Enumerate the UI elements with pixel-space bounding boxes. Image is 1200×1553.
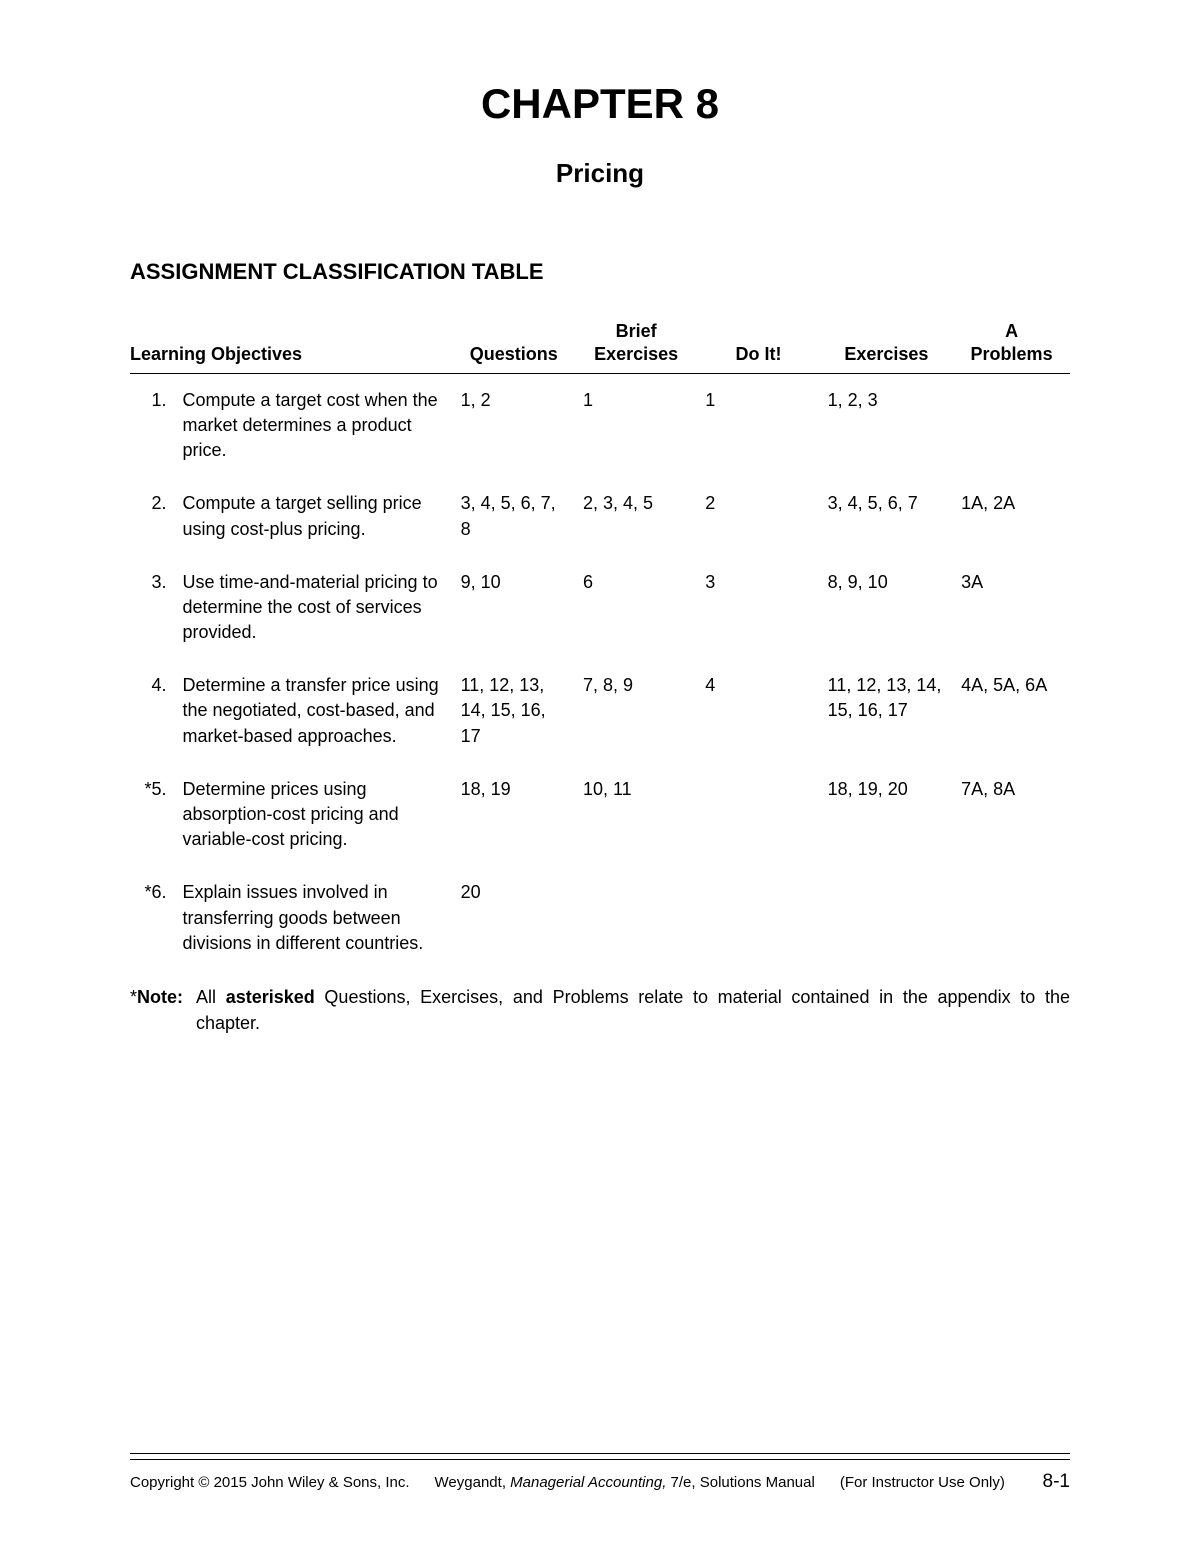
col-header-a-problems: A Problems (953, 320, 1070, 373)
footer-book-italic: Managerial Accounting, (510, 1474, 666, 1491)
cell-do-it: 4 (697, 659, 819, 763)
cell-exercises: 11, 12, 13, 14, 15, 16, 17 (820, 659, 953, 763)
col-header-exercises: Exercises (820, 320, 953, 373)
table-row: *6.Explain issues involved in transferri… (130, 866, 1070, 970)
footer-book-post: 7/e, Solutions Manual (666, 1474, 814, 1491)
footer-page-number: 8-1 (1043, 1471, 1070, 1493)
cell-do-it (697, 763, 819, 867)
cell-brief-exercises: 6 (575, 556, 697, 660)
row-number: *6. (130, 866, 174, 970)
footnote-label: *Note: (130, 984, 196, 1036)
table-header-row: Learning Objectives Questions Brief Exer… (130, 320, 1070, 373)
col-header-questions: Questions (453, 320, 575, 373)
cell-questions: 20 (453, 866, 575, 970)
row-objective: Compute a target cost when the market de… (174, 373, 452, 477)
row-number: 1. (130, 373, 174, 477)
col-header-brief-l1: Brief (616, 321, 657, 341)
table-row: 4.Determine a transfer price using the n… (130, 659, 1070, 763)
cell-a-problems (953, 373, 1070, 477)
col-header-brief-exercises: Brief Exercises (575, 320, 697, 373)
cell-questions: 3, 4, 5, 6, 7, 8 (453, 477, 575, 555)
cell-questions: 1, 2 (453, 373, 575, 477)
cell-do-it: 2 (697, 477, 819, 555)
classification-table: Learning Objectives Questions Brief Exer… (130, 320, 1070, 970)
cell-brief-exercises (575, 866, 697, 970)
footnote-label-bold: Note: (137, 987, 183, 1007)
row-number: 3. (130, 556, 174, 660)
footer-book-pre: Weygandt, (435, 1474, 511, 1491)
footer-rule-2 (130, 1459, 1070, 1460)
page-footer: Copyright © 2015 John Wiley & Sons, Inc.… (130, 1453, 1070, 1493)
footnote-pre: All (196, 987, 226, 1007)
cell-brief-exercises: 10, 11 (575, 763, 697, 867)
table-body: 1.Compute a target cost when the market … (130, 373, 1070, 970)
cell-exercises (820, 866, 953, 970)
cell-questions: 9, 10 (453, 556, 575, 660)
row-number: *5. (130, 763, 174, 867)
cell-exercises: 1, 2, 3 (820, 373, 953, 477)
footer-use: (For Instructor Use Only) (840, 1474, 1005, 1491)
row-number: 2. (130, 477, 174, 555)
cell-do-it: 1 (697, 373, 819, 477)
cell-brief-exercises: 2, 3, 4, 5 (575, 477, 697, 555)
row-number: 4. (130, 659, 174, 763)
cell-brief-exercises: 7, 8, 9 (575, 659, 697, 763)
cell-a-problems: 1A, 2A (953, 477, 1070, 555)
cell-do-it: 3 (697, 556, 819, 660)
col-header-learning-objectives: Learning Objectives (130, 320, 453, 373)
col-header-aproblems-l1: A (1005, 321, 1018, 341)
cell-brief-exercises: 1 (575, 373, 697, 477)
col-header-do-it: Do It! (697, 320, 819, 373)
cell-a-problems: 7A, 8A (953, 763, 1070, 867)
row-objective: Compute a target selling price using cos… (174, 477, 452, 555)
row-objective: Explain issues involved in transferring … (174, 866, 452, 970)
table-row: 1.Compute a target cost when the market … (130, 373, 1070, 477)
col-header-brief-l2: Exercises (594, 344, 678, 364)
footnote-text: All asterisked Questions, Exercises, and… (196, 984, 1070, 1036)
cell-do-it (697, 866, 819, 970)
footer-line: Copyright © 2015 John Wiley & Sons, Inc.… (130, 1465, 1070, 1493)
table-row: 3.Use time-and-material pricing to deter… (130, 556, 1070, 660)
table-row: *5.Determine prices using absorption-cos… (130, 763, 1070, 867)
cell-exercises: 3, 4, 5, 6, 7 (820, 477, 953, 555)
footer-copyright: Copyright © 2015 John Wiley & Sons, Inc. (130, 1474, 410, 1491)
cell-questions: 18, 19 (453, 763, 575, 867)
row-objective: Use time-and-material pricing to determi… (174, 556, 452, 660)
cell-exercises: 18, 19, 20 (820, 763, 953, 867)
cell-questions: 11, 12, 13, 14, 15, 16, 17 (453, 659, 575, 763)
col-header-aproblems-l2: Problems (971, 344, 1053, 364)
cell-exercises: 8, 9, 10 (820, 556, 953, 660)
table-row: 2.Compute a target selling price using c… (130, 477, 1070, 555)
footnote: *Note: All asterisked Questions, Exercis… (130, 984, 1070, 1036)
chapter-title: CHAPTER 8 (130, 80, 1070, 128)
row-objective: Determine a transfer price using the neg… (174, 659, 452, 763)
chapter-subtitle: Pricing (130, 158, 1070, 189)
footnote-post: Questions, Exercises, and Problems relat… (196, 987, 1070, 1033)
footer-rule-1 (130, 1453, 1070, 1454)
cell-a-problems (953, 866, 1070, 970)
cell-a-problems: 3A (953, 556, 1070, 660)
row-objective: Determine prices using absorption-cost p… (174, 763, 452, 867)
footer-left: Copyright © 2015 John Wiley & Sons, Inc.… (130, 1474, 1019, 1491)
cell-a-problems: 4A, 5A, 6A (953, 659, 1070, 763)
section-title: ASSIGNMENT CLASSIFICATION TABLE (130, 259, 1070, 285)
footnote-bold: asterisked (226, 987, 315, 1007)
